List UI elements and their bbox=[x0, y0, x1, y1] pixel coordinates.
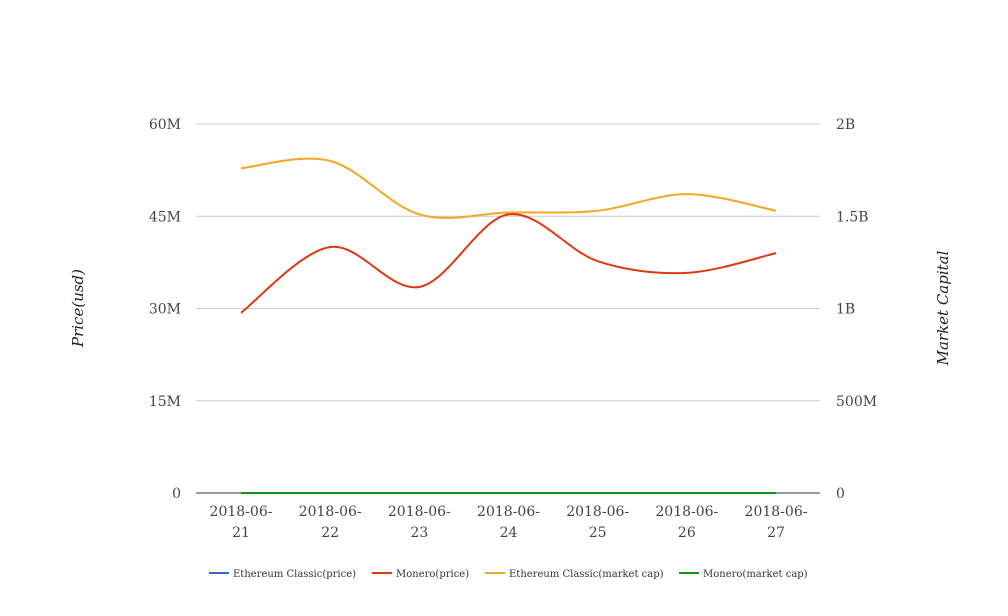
legend-label: Ethereum Classic(price) bbox=[233, 569, 356, 580]
left-axis-title: Price(usd) bbox=[69, 269, 87, 348]
x-tick-label: 2018-06-22 bbox=[299, 504, 362, 541]
right-tick-label: 0 bbox=[836, 486, 845, 502]
legend-label: Monero(price) bbox=[396, 569, 469, 580]
right-axis-title: Market Capital bbox=[934, 250, 952, 366]
left-tick-label: 30M bbox=[149, 302, 181, 318]
legend-item: Ethereum Classic(price) bbox=[209, 569, 356, 580]
left-axis-ticks: 0 15M 30M 45M 60M bbox=[149, 117, 181, 502]
left-tick-label: 45M bbox=[149, 209, 181, 225]
legend-item: Ethereum Classic(market cap) bbox=[485, 569, 664, 580]
right-axis-ticks: 0 500M 1B 1.5B 2B bbox=[836, 117, 877, 502]
x-tick-label: 2018-06-24 bbox=[477, 504, 540, 541]
x-axis-ticks: 2018-06-21 2018-06-22 2018-06-23 2018-06-24… bbox=[210, 504, 808, 541]
left-tick-label: 0 bbox=[172, 486, 181, 502]
legend: Ethereum Classic(price) Monero(price) Ethe… bbox=[209, 569, 808, 580]
series-line-monero-price bbox=[240, 213, 777, 314]
series-line-ethereum-classic-market-cap bbox=[240, 157, 777, 219]
x-tick-label: 2018-06-26 bbox=[655, 504, 718, 541]
right-tick-label: 1.5B bbox=[836, 209, 869, 225]
left-tick-label: 15M bbox=[149, 394, 181, 410]
right-tick-label: 1B bbox=[836, 302, 855, 318]
x-tick-label: 2018-06-23 bbox=[388, 504, 451, 541]
x-tick-label: 2018-06-25 bbox=[566, 504, 629, 541]
legend-label: Monero(market cap) bbox=[703, 569, 808, 580]
legend-label: Ethereum Classic(market cap) bbox=[509, 569, 664, 580]
x-tick-label: 2018-06-27 bbox=[745, 504, 808, 541]
legend-item: Monero(price) bbox=[372, 569, 469, 580]
grid-lines bbox=[196, 123, 820, 494]
x-tick-label: 2018-06-21 bbox=[210, 504, 273, 541]
left-tick-label: 60M bbox=[149, 117, 181, 133]
right-tick-label: 500M bbox=[836, 394, 877, 410]
legend-item: Monero(market cap) bbox=[679, 569, 808, 580]
right-tick-label: 2B bbox=[836, 117, 855, 133]
series-lines bbox=[240, 157, 777, 495]
